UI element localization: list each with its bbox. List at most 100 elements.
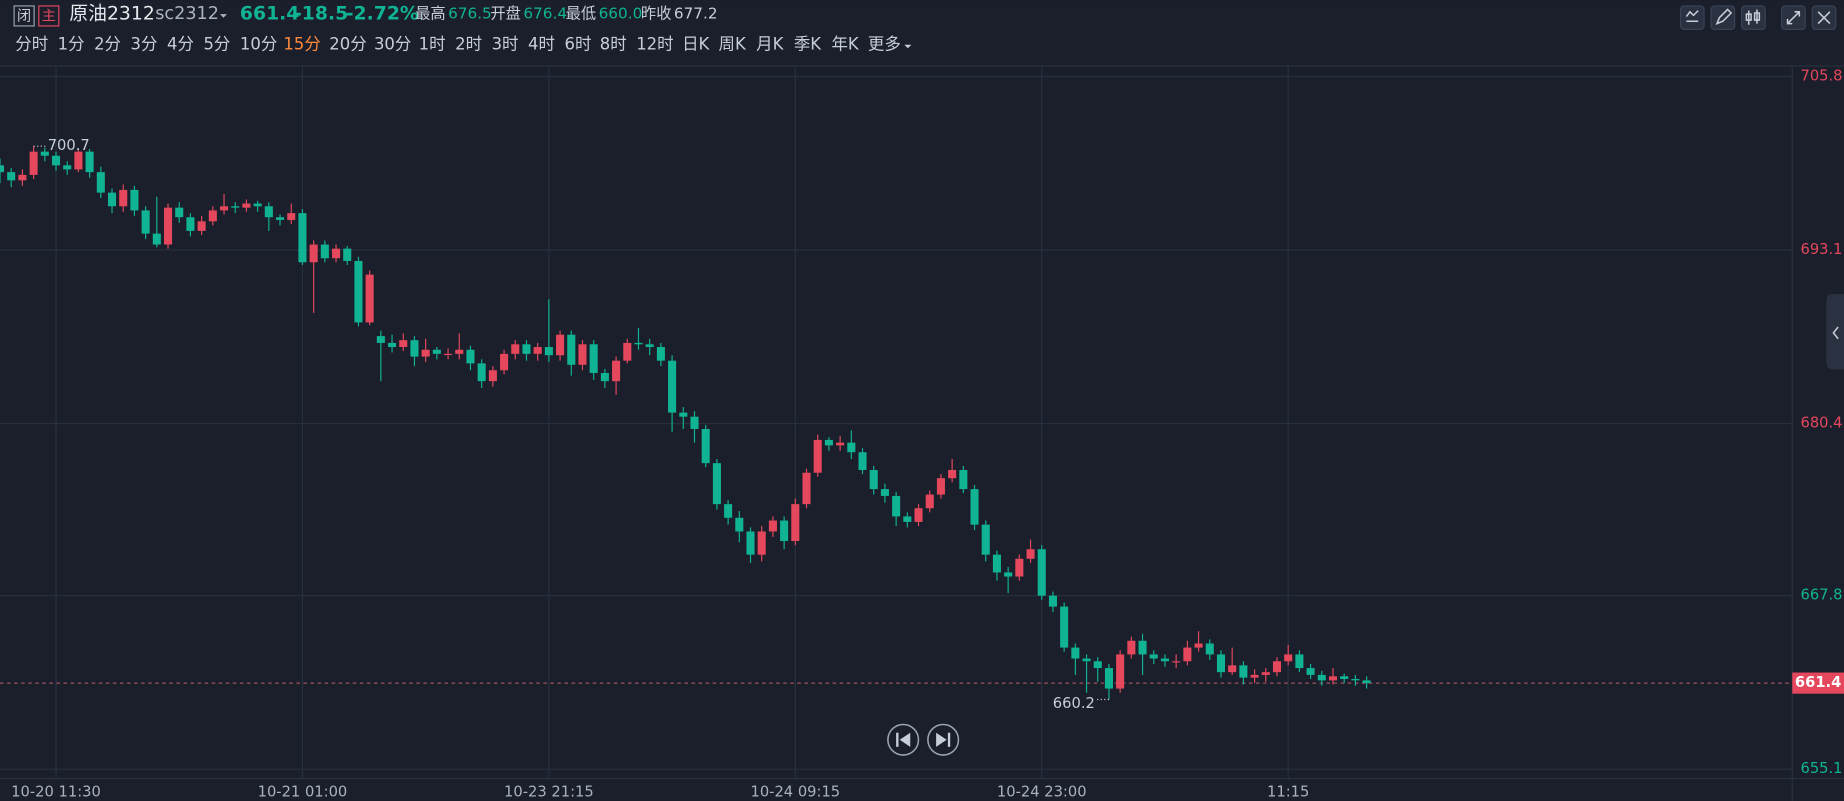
candle-body [1228, 665, 1237, 673]
period-tab[interactable]: 分时 [15, 34, 48, 53]
period-tab[interactable]: 更多 [868, 34, 901, 53]
candle-body [690, 416, 699, 429]
candle-body [914, 508, 923, 522]
period-tab[interactable]: 周K [719, 34, 747, 53]
candle-body [1295, 654, 1304, 669]
x-tick-label: 10-24 23:00 [997, 784, 1087, 801]
candle-body [1272, 661, 1282, 673]
period-tab[interactable]: 8时 [600, 34, 627, 53]
candle-body [589, 344, 598, 373]
close-button[interactable] [1811, 5, 1837, 31]
stat-label: 开盘 [490, 5, 521, 23]
candle-body [298, 213, 307, 263]
candle-body [813, 439, 822, 473]
header: 闭主原油2312 sc2312 661.4-18.5-2.72%最高 676.5开盘 6… [13, 3, 718, 27]
axes: 655.1 667.8 680.4 693.1 705.8 10-20 11:30 10-2… [11, 68, 1844, 801]
period-tab[interactable]: 4分 [167, 34, 194, 53]
candle-body [175, 207, 184, 218]
candle-body [1138, 640, 1147, 655]
period-tab[interactable]: 30分 [374, 34, 411, 53]
candle-body [847, 442, 856, 453]
candle-body [936, 478, 945, 495]
y-tick-label: 693.1 [1800, 241, 1842, 258]
period-tab[interactable]: 6时 [564, 34, 591, 53]
instrument-name: 原油2312 [69, 3, 154, 25]
candle-body [410, 340, 419, 357]
period-tab[interactable]: 1分 [58, 34, 85, 53]
candle-body [63, 165, 72, 170]
draw-button[interactable] [1710, 5, 1736, 31]
candle-body [264, 206, 273, 218]
period-tab[interactable]: 月K [756, 34, 784, 53]
candle-body [959, 469, 968, 490]
period-tab[interactable]: 日K [682, 34, 710, 53]
candle-body [96, 172, 105, 193]
candle-body [152, 233, 161, 245]
candle-body [500, 353, 509, 371]
period-tab[interactable]: 15分 [283, 34, 320, 53]
tag-box [38, 5, 60, 27]
period-tab[interactable]: 3时 [492, 34, 519, 53]
candle-body [421, 349, 430, 357]
period-tab[interactable]: 1时 [419, 34, 446, 53]
candle-body [466, 349, 475, 364]
candle-body [712, 463, 721, 505]
tag: 闭 [17, 9, 31, 25]
candle-body [623, 342, 632, 361]
candle-body [1071, 647, 1080, 659]
y-tick-label: 680.4 [1800, 415, 1842, 432]
period-tab[interactable]: 季K [794, 34, 822, 53]
candle-style-button[interactable] [1741, 5, 1766, 31]
change: -18.5 [294, 4, 348, 25]
candle-body [1194, 643, 1203, 648]
period-tab[interactable]: 10分 [240, 34, 277, 53]
candle-body [948, 469, 957, 479]
candle-body [981, 524, 990, 555]
dropdown-caret [904, 44, 912, 49]
period-tab[interactable]: 5分 [203, 34, 230, 53]
candle-body [1183, 647, 1192, 662]
candle-body [600, 372, 609, 382]
last-price-label: 661.4 [1795, 674, 1841, 691]
period-tab[interactable]: 2时 [455, 34, 482, 53]
side-panel-toggle[interactable] [1826, 294, 1844, 370]
candle-body [567, 334, 576, 365]
candle-body [556, 334, 565, 356]
period-tab[interactable]: 3分 [131, 34, 158, 53]
candle-body [1351, 679, 1360, 681]
candle-body [533, 347, 542, 354]
instrument-code[interactable]: sc2312 [155, 4, 219, 24]
candle-body [354, 260, 363, 323]
candle-body [735, 517, 744, 532]
fullscreen-button[interactable] [1781, 5, 1806, 31]
candle-body [970, 489, 979, 525]
step-forward-button[interactable] [927, 723, 960, 756]
candle-body [343, 248, 352, 261]
candle-body [1082, 658, 1091, 662]
y-tick-label: 667.8 [1800, 587, 1842, 604]
candle-body [858, 452, 867, 470]
candle-body [163, 207, 173, 245]
candle-body [231, 206, 240, 208]
period-tab[interactable]: 20分 [329, 34, 366, 53]
candle-body [892, 495, 901, 517]
candle-body [85, 151, 94, 173]
candle-body [1362, 680, 1371, 684]
candle-body [634, 342, 643, 345]
period-tab[interactable]: 12时 [636, 34, 673, 53]
candle-body [522, 344, 531, 354]
step-back-button[interactable] [887, 723, 920, 756]
candle-body [197, 221, 206, 231]
candle-body [399, 340, 408, 348]
candle-body [824, 439, 833, 446]
period-tab[interactable]: 4时 [528, 34, 555, 53]
candle-body [1205, 643, 1214, 655]
candle-body [757, 531, 766, 555]
indicator-button[interactable] [1679, 5, 1705, 31]
period-tab[interactable]: 年K [831, 34, 859, 53]
candle-body [1250, 674, 1259, 678]
candle-body [1261, 672, 1270, 675]
period-tab[interactable]: 2分 [94, 34, 121, 53]
